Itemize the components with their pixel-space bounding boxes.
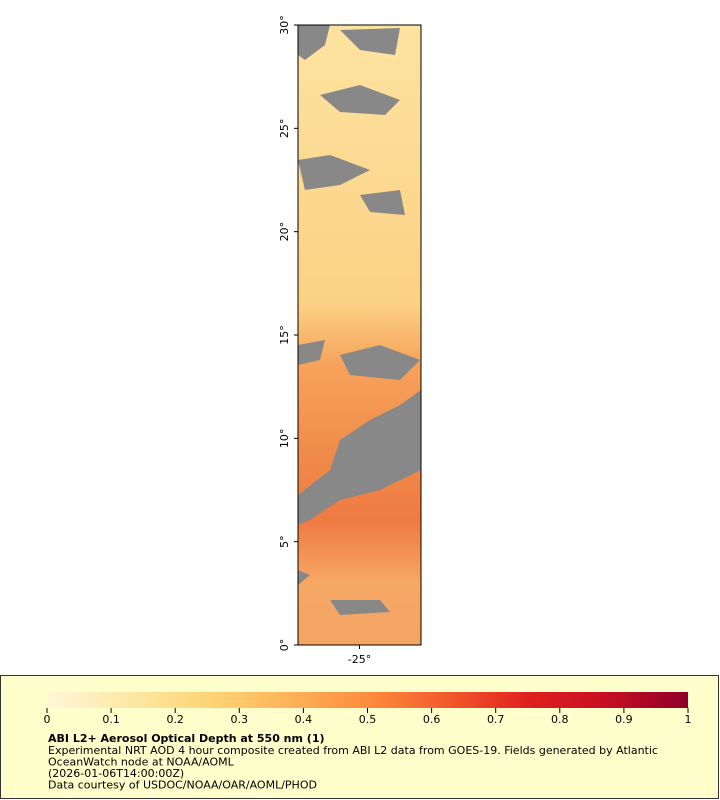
colorbar-tick-label: 1 [685,713,692,726]
colorbar-tick-label: 0.5 [359,713,377,726]
legend-line: Experimental NRT AOD 4 hour composite cr… [48,744,658,757]
colorbar-tick-label: 0.3 [231,713,249,726]
colorbar-tick-label: 0.7 [487,713,505,726]
legend-title: ABI L2+ Aerosol Optical Depth at 550 nm … [48,732,325,745]
y-tick-label: 5° [278,535,291,548]
y-tick-label: 0° [278,639,291,652]
colorbar-tick-label: 0.9 [615,713,633,726]
colorbar-tick-label: 0.4 [295,713,313,726]
colorbar-tick-label: 0.8 [551,713,569,726]
map-axes: 0° 5° 10° 15° 20° 25° 30° -25° [278,15,371,666]
legend-line: (2026-01-06T14:00:00Z) [48,767,184,780]
legend-line: Data courtesy of USDOC/NOAA/OAR/AOML/PHO… [48,779,317,792]
colorbar-tick-label: 0.6 [423,713,441,726]
x-tick-label: -25° [348,653,371,666]
legend-line: OceanWatch node at NOAA/AOML [48,756,235,769]
y-tick-label: 10° [278,429,291,449]
colorbar-tick-label: 0.2 [166,713,184,726]
map-raster [298,25,421,645]
colorbar-tick-label: 0 [44,713,51,726]
y-tick-label: 15° [278,325,291,345]
legend-lines: Experimental NRT AOD 4 hour composite cr… [48,744,658,792]
colorbar [47,692,688,708]
y-tick-label: 25° [278,119,291,139]
y-tick-label: 20° [278,222,291,242]
y-tick-label: 30° [278,15,291,35]
colorbar-tick-label: 0.1 [102,713,120,726]
